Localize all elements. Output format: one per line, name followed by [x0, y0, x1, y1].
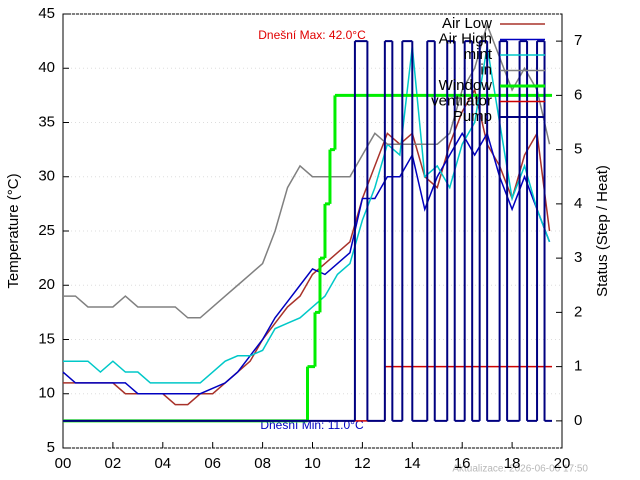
y2-tick-label: 0 — [574, 412, 582, 429]
x-tick-label: 08 — [254, 455, 271, 472]
y2-tick-label: 3 — [574, 249, 582, 266]
series-line — [62, 131, 551, 395]
y2-axis-label: Status (Step / Heat) — [594, 165, 611, 297]
y2-tick-label: 6 — [574, 86, 582, 103]
update-annotation: Aktualizace: 2026-06-06 17:50 — [452, 464, 588, 475]
y2-tick-label: 4 — [574, 195, 582, 212]
legend-label: ventilator — [431, 92, 492, 109]
legend-label: in — [480, 61, 492, 78]
legend-label: Pump — [453, 108, 492, 125]
y-tick-label: 20 — [38, 276, 55, 293]
y-tick-label: 30 — [38, 168, 55, 185]
max-annotation: Dnešní Max: 42.0°C — [258, 28, 366, 42]
y2-tick-label: 5 — [574, 141, 582, 158]
y2-tick-label: 7 — [574, 32, 582, 49]
x-tick-label: 18 — [504, 455, 521, 472]
y-tick-label: 45 — [38, 5, 55, 22]
x-tick-label: 06 — [204, 455, 221, 472]
y-tick-label: 15 — [38, 330, 55, 347]
x-tick-label: 00 — [55, 455, 72, 472]
series-line — [63, 22, 551, 319]
legend-label: Air Low — [442, 15, 492, 32]
y2-tick-label: 2 — [574, 303, 582, 320]
x-tick-label: 16 — [454, 455, 471, 472]
x-tick-label: 12 — [354, 455, 371, 472]
y-tick-label: 35 — [38, 113, 55, 130]
x-tick-label: 14 — [404, 455, 421, 472]
y-tick-label: 25 — [38, 222, 55, 239]
x-tick-label: 10 — [304, 455, 321, 472]
series-line — [63, 87, 551, 406]
legend-label: mint — [464, 46, 493, 63]
x-tick-label: 04 — [154, 455, 171, 472]
legend-label: Air High — [439, 30, 492, 47]
y-tick-label: 10 — [38, 385, 55, 402]
x-tick-label: 02 — [105, 455, 122, 472]
y-tick-label: 40 — [38, 59, 55, 76]
x-tick-label: 20 — [554, 455, 571, 472]
y-axis-label: Temperature (°C) — [5, 173, 22, 288]
y2-tick-label: 1 — [574, 358, 582, 375]
legend-label: Window — [439, 77, 493, 94]
y-tick-label: 5 — [47, 439, 55, 456]
series-line — [63, 46, 551, 384]
